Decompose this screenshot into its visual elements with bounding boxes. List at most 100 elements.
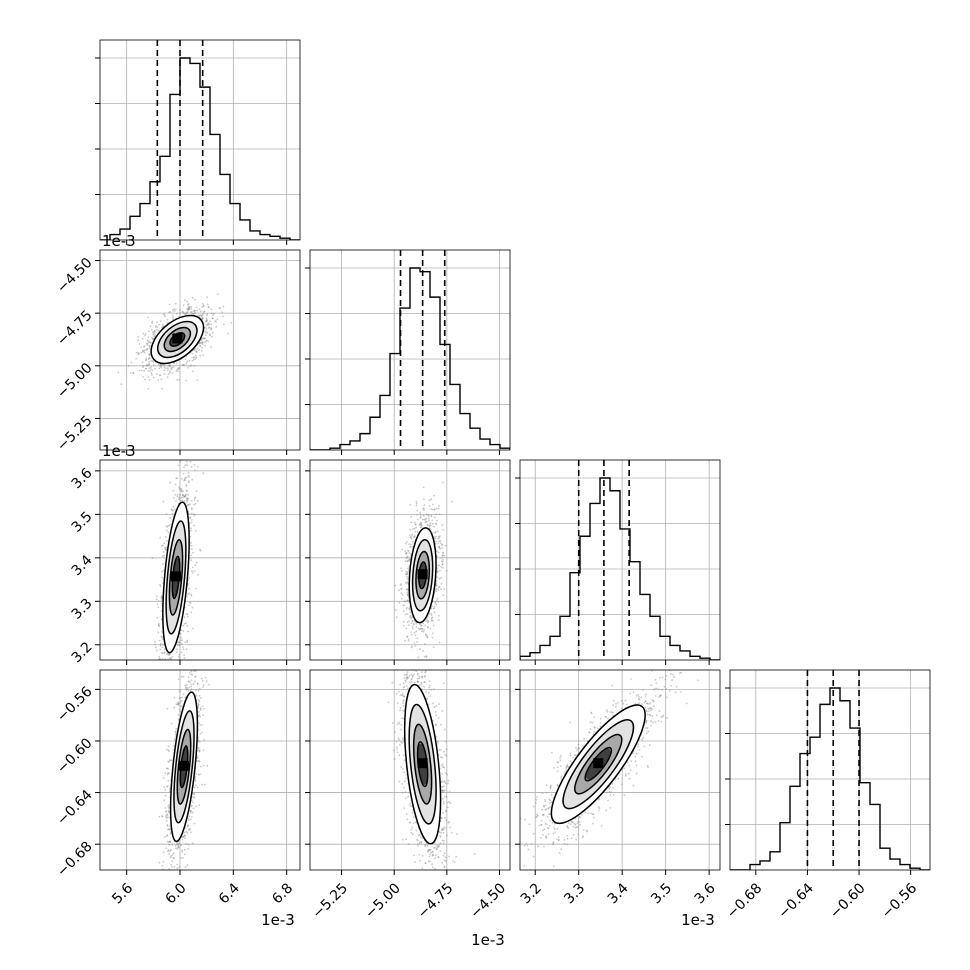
sample-point	[178, 641, 181, 644]
sample-point	[413, 536, 415, 538]
sample-point	[423, 509, 425, 512]
sample-point	[410, 622, 413, 624]
sample-point	[409, 546, 412, 548]
sample-point	[150, 328, 153, 331]
sample-point	[409, 608, 411, 611]
sample-point	[146, 344, 149, 346]
sample-point	[188, 604, 190, 607]
sample-point	[183, 616, 186, 619]
sample-point	[406, 582, 409, 585]
sample-point	[193, 499, 196, 501]
sample-point	[406, 600, 408, 602]
panel-frame	[519, 459, 721, 661]
sample-point	[156, 649, 158, 652]
sample-point	[169, 670, 171, 672]
sample-point	[161, 864, 164, 867]
sample-point	[161, 326, 163, 329]
sample-point	[432, 624, 435, 627]
sample-point	[150, 372, 153, 375]
sample-point	[172, 505, 175, 508]
sample-point	[199, 697, 202, 699]
sample-point	[132, 372, 135, 374]
sample-point	[165, 767, 168, 770]
sample-point	[201, 349, 203, 352]
sample-point	[185, 686, 188, 689]
sample-point	[200, 315, 203, 318]
sample-point	[198, 687, 201, 690]
contour-line	[169, 332, 186, 347]
sample-point	[195, 351, 198, 353]
sample-point	[197, 699, 200, 701]
sample-point	[147, 363, 150, 366]
sample-point	[183, 312, 186, 315]
sample-point	[194, 497, 196, 500]
sample-point	[175, 727, 178, 730]
sample-point	[407, 599, 410, 602]
sample-point	[160, 596, 163, 598]
sample-point	[435, 513, 438, 515]
sample-point	[199, 549, 202, 552]
sample-point	[190, 541, 192, 544]
sample-point	[187, 504, 190, 506]
sample-point	[184, 358, 187, 361]
sample-point	[223, 323, 225, 326]
sample-point	[156, 326, 159, 328]
sample-point	[434, 508, 436, 511]
sample-point	[424, 521, 427, 524]
sample-point	[187, 472, 190, 474]
sample-point	[169, 657, 171, 660]
sample-point	[168, 841, 170, 843]
sample-point	[153, 330, 156, 333]
sample-point	[172, 663, 174, 665]
sample-point	[181, 499, 183, 501]
sample-point	[432, 607, 435, 610]
sample-point	[419, 516, 422, 519]
sample-point	[184, 477, 187, 479]
sample-point	[210, 328, 212, 331]
sample-point	[206, 314, 209, 317]
sample-point	[130, 361, 133, 364]
sample-point	[168, 825, 171, 827]
sample-point	[409, 615, 412, 617]
sample-point	[203, 337, 206, 340]
sample-point	[187, 583, 190, 585]
sample-point	[199, 310, 202, 313]
sample-point	[398, 589, 400, 592]
sample-point	[195, 350, 198, 353]
sample-point	[194, 564, 197, 567]
scatter-panel-2-1	[309, 459, 511, 661]
sample-point	[406, 588, 408, 591]
sample-point	[404, 639, 407, 642]
sample-point	[171, 865, 173, 868]
sample-point	[164, 835, 166, 838]
sample-point	[428, 519, 430, 522]
sample-point	[201, 317, 204, 320]
sample-point	[416, 640, 418, 643]
sample-point	[188, 475, 190, 478]
sample-point	[166, 707, 169, 710]
sample-point	[177, 656, 180, 658]
sample-point	[197, 500, 199, 502]
sample-point	[152, 672, 154, 674]
sample-point	[162, 313, 165, 316]
sample-point	[175, 651, 178, 653]
sample-point	[405, 607, 408, 610]
sample-point	[430, 514, 433, 517]
sample-point	[183, 650, 185, 652]
sample-point	[159, 585, 162, 588]
sample-point	[201, 341, 204, 344]
sample-point	[143, 345, 145, 348]
sample-point	[442, 559, 445, 561]
sample-point	[426, 634, 428, 636]
hist-panel-2	[515, 459, 721, 661]
sample-point	[438, 586, 440, 589]
sample-point	[204, 332, 207, 334]
contour-line	[171, 555, 181, 600]
sample-point	[406, 575, 408, 578]
sample-point	[167, 805, 170, 808]
sample-point	[430, 619, 433, 622]
sample-point	[403, 604, 406, 607]
sample-point	[205, 317, 208, 320]
sample-point	[403, 600, 406, 603]
sample-point	[436, 567, 439, 569]
